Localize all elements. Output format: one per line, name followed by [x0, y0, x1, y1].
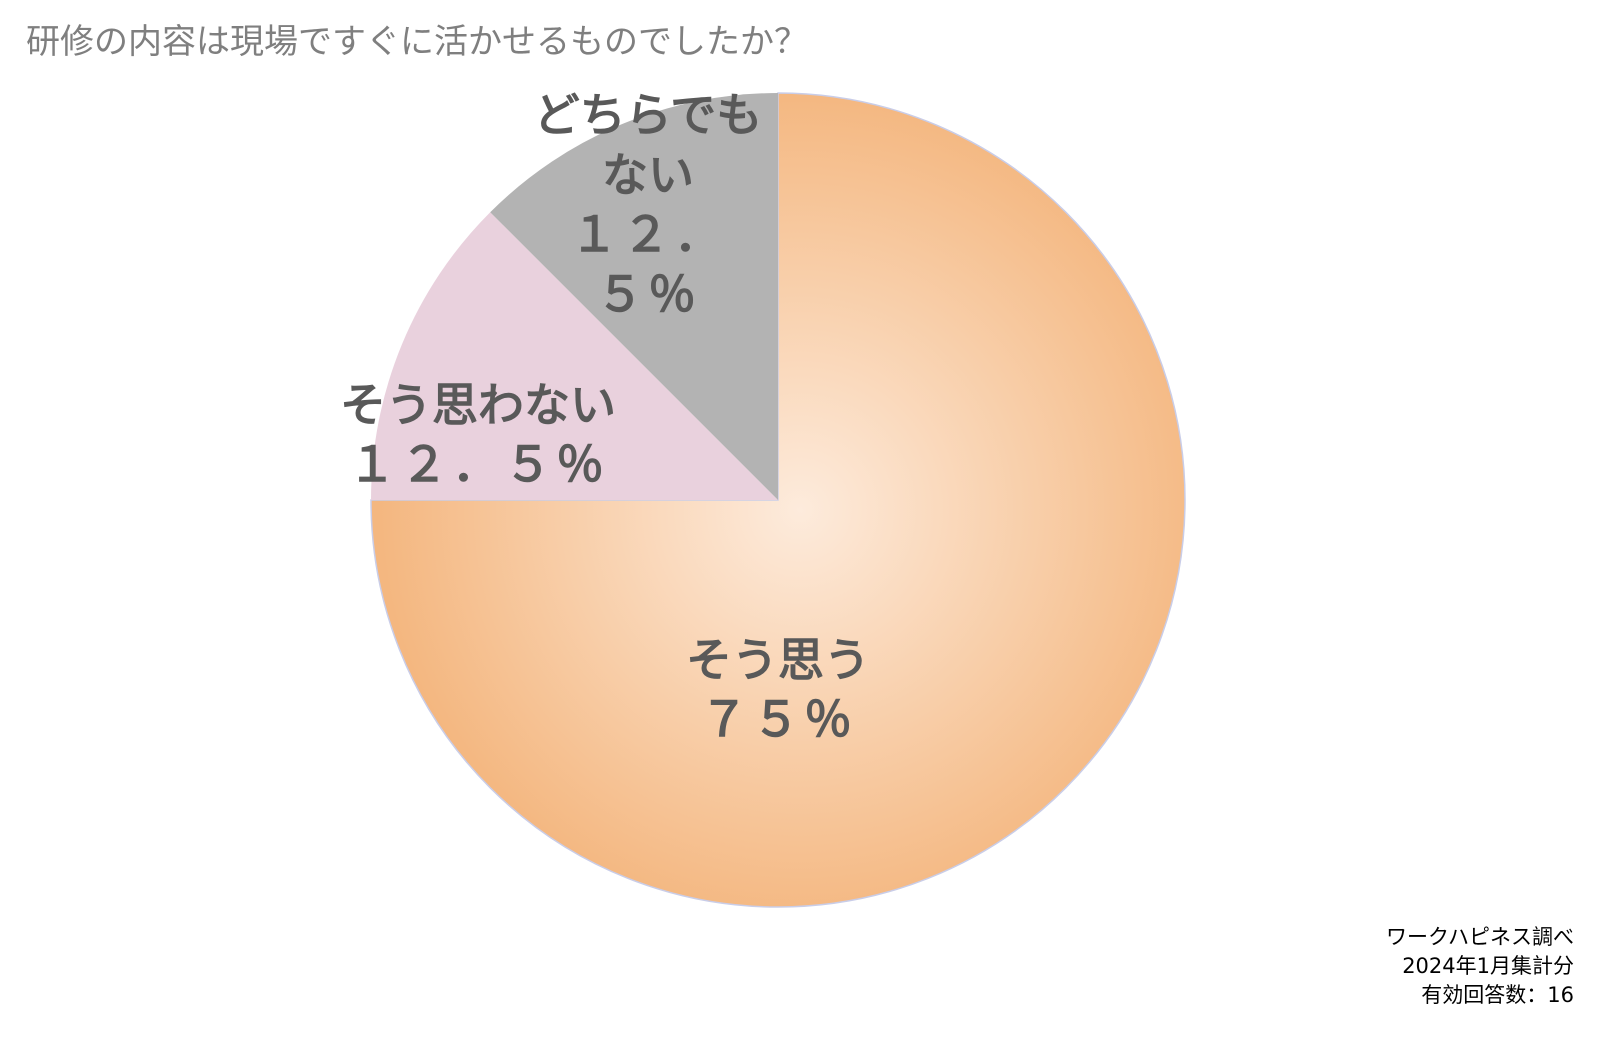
value-label: １２．５％ [569, 207, 726, 323]
category-label: そう思わない [340, 378, 616, 432]
pie-slice [490, 93, 778, 500]
slice-label: そう思わない １２．５％ [340, 375, 616, 495]
chart-title: 研修の内容は現場ですぐに活かせるものでしたか？ [26, 22, 808, 62]
value-label: ７５％ [699, 692, 856, 748]
category-label: そう思う [686, 633, 870, 687]
value-label: １２．５％ [347, 437, 608, 493]
source-note: 2024年1月集計分 [1402, 954, 1574, 978]
slice-label: そう思う ７５％ [686, 630, 870, 750]
source-notes: ワークハピネス調べ 2024年1月集計分有効回答数：16 [1386, 923, 1574, 1010]
source-note: 有効回答数：16 [1421, 983, 1574, 1007]
slice-label: どちらでもない １２．５％ [523, 85, 773, 325]
pie-slice [370, 92, 1186, 908]
category-label: どちらでもない [533, 88, 763, 202]
source-note: ワークハピネス調べ [1386, 925, 1574, 949]
pie-slice [371, 212, 778, 501]
